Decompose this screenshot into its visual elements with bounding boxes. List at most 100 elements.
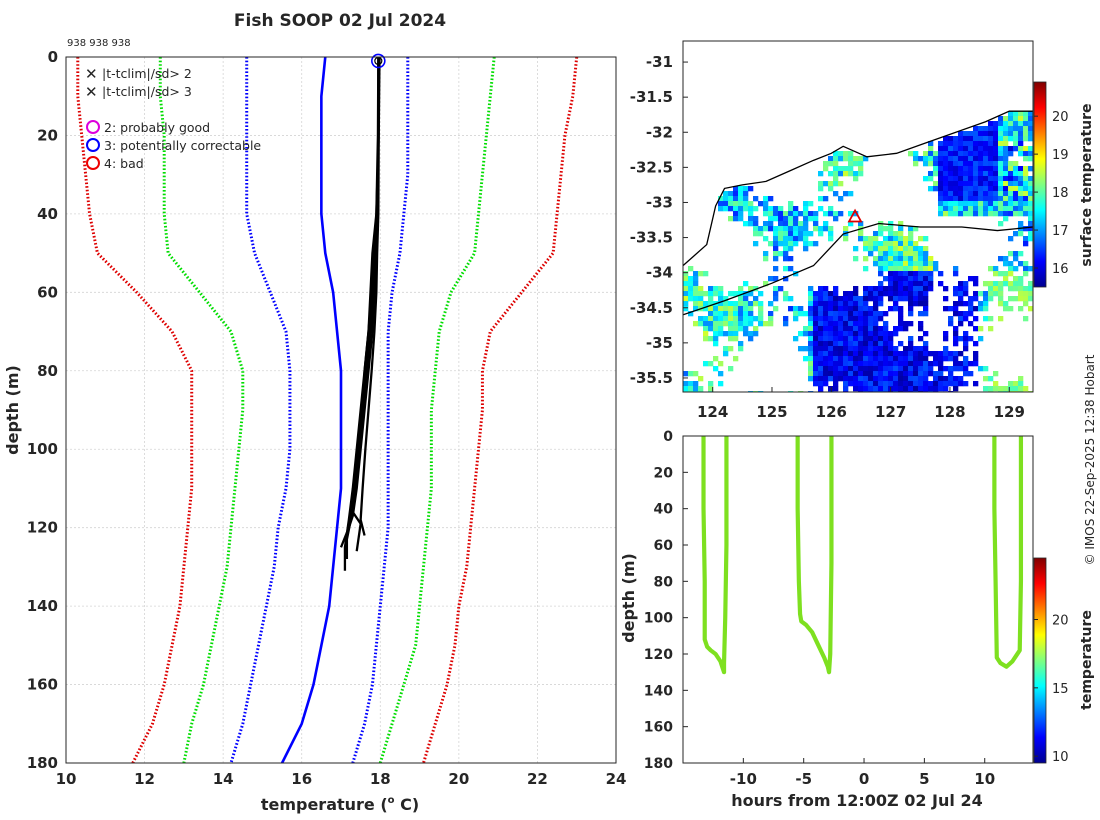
sst-cell xyxy=(823,291,829,297)
sst-cell xyxy=(848,191,854,197)
sst-cell xyxy=(958,191,964,197)
sst-cell xyxy=(808,331,814,337)
sst-cell xyxy=(913,246,919,252)
sst-cell xyxy=(833,286,839,292)
sst-cell xyxy=(983,201,989,207)
sst-cell xyxy=(963,146,969,152)
sst-cell xyxy=(1013,266,1019,272)
sst-cell xyxy=(973,146,979,152)
sst-cell xyxy=(1003,201,1009,207)
sst-cell xyxy=(948,161,954,167)
sst-cell xyxy=(933,266,939,272)
sst-cell xyxy=(733,326,739,332)
sst-cell xyxy=(1008,286,1014,292)
sst-cell xyxy=(683,381,689,387)
sst-cell xyxy=(958,336,964,342)
sst-cell xyxy=(938,271,944,277)
sst-cell xyxy=(868,306,874,312)
sst-cell xyxy=(878,226,884,232)
sst-cell xyxy=(1023,156,1029,162)
sst-cell xyxy=(873,381,879,387)
sst-cell xyxy=(763,256,769,262)
sst-cell xyxy=(963,336,969,342)
sst-cell xyxy=(813,226,819,232)
sst-cell xyxy=(858,301,864,307)
sst-cell xyxy=(768,301,774,307)
sst-cell xyxy=(958,351,964,357)
sst-cell xyxy=(1018,116,1024,122)
sst-cell xyxy=(968,321,974,327)
sst-cell xyxy=(708,311,714,317)
sst-cell xyxy=(1013,251,1019,257)
sst-cell xyxy=(908,256,914,262)
sst-cell xyxy=(698,296,704,302)
sst-cell xyxy=(938,171,944,177)
sst-cell xyxy=(793,236,799,242)
sst-cell xyxy=(1003,271,1009,277)
profile-x-tick: 12 xyxy=(134,770,155,788)
sst-cell xyxy=(993,211,999,217)
sst-cell xyxy=(798,311,804,317)
sst-cell xyxy=(908,276,914,282)
sst-cell xyxy=(808,201,814,207)
sst-cell xyxy=(913,161,919,167)
map-colorbar-tick: 20 xyxy=(1052,110,1069,125)
sst-cell xyxy=(948,136,954,142)
sst-cell xyxy=(1023,236,1029,242)
sst-cell xyxy=(1008,296,1014,302)
sst-cell xyxy=(918,261,924,267)
sst-cell xyxy=(1008,136,1014,142)
sst-cell xyxy=(873,241,879,247)
sst-cell xyxy=(928,386,934,392)
sst-cell xyxy=(738,296,744,302)
sst-cell xyxy=(1003,166,1009,172)
sst-cell xyxy=(833,166,839,172)
sst-cell xyxy=(748,321,754,327)
sst-cell xyxy=(898,296,904,302)
sst-cell xyxy=(983,291,989,297)
sst-cell xyxy=(808,346,814,352)
sst-cell xyxy=(888,306,894,312)
sst-cell xyxy=(878,346,884,352)
climatology-line-minus3sd xyxy=(76,57,194,763)
sst-cell xyxy=(993,371,999,377)
sst-cell xyxy=(753,301,759,307)
sst-cell xyxy=(988,386,994,392)
sst-cell xyxy=(973,351,979,357)
sst-cell xyxy=(848,376,854,382)
sst-cell xyxy=(1018,166,1024,172)
sst-cell xyxy=(838,171,844,177)
profile-y-tick: 80 xyxy=(37,362,58,380)
sst-cell xyxy=(848,331,854,337)
sst-cell xyxy=(883,266,889,272)
sst-cell xyxy=(738,201,744,207)
sst-cell xyxy=(1023,131,1029,137)
sst-cell xyxy=(778,211,784,217)
profile-x-tick: 16 xyxy=(291,770,312,788)
sst-cell xyxy=(873,366,879,372)
sst-cell xyxy=(953,181,959,187)
sst-cell xyxy=(1013,231,1019,237)
sst-cell xyxy=(823,166,829,172)
map-colorbar-label: surface temperature xyxy=(1079,103,1095,266)
sst-cell xyxy=(858,296,864,302)
sst-cell xyxy=(748,201,754,207)
sst-cell xyxy=(808,311,814,317)
sst-cell xyxy=(883,381,889,387)
sst-cell xyxy=(973,296,979,302)
profile-x-tick: 18 xyxy=(370,770,391,788)
sst-cell xyxy=(833,326,839,332)
sst-cell xyxy=(758,226,764,232)
sst-cell xyxy=(823,376,829,382)
sst-cell xyxy=(843,361,849,367)
sst-cell xyxy=(998,386,1004,392)
sst-cell xyxy=(728,291,734,297)
sst-cell xyxy=(683,281,689,287)
sst-cell xyxy=(968,186,974,192)
sst-cell xyxy=(833,371,839,377)
sst-cell xyxy=(958,291,964,297)
sst-cell xyxy=(898,271,904,277)
sst-cell xyxy=(883,251,889,257)
sst-cell xyxy=(918,246,924,252)
sst-cell xyxy=(888,371,894,377)
